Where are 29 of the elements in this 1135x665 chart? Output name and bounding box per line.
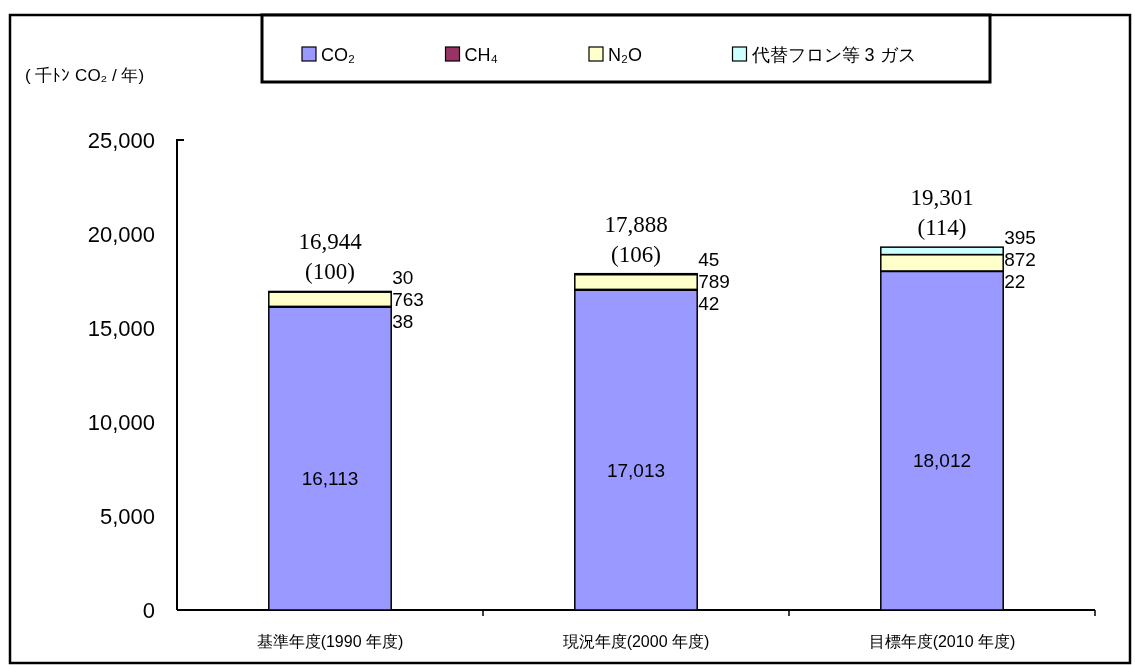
- y-tick-label: 0: [142, 597, 155, 623]
- data-label: 38: [392, 310, 414, 332]
- data-label: 395: [1004, 226, 1036, 248]
- y-tick-label: 25,000: [87, 127, 155, 153]
- total-label: 17,888 (106): [604, 211, 668, 267]
- legend-label: 代替フロン等 3 ガス: [750, 45, 916, 65]
- total-label: 19,301 (114): [910, 185, 974, 241]
- data-label: 30: [392, 266, 414, 288]
- data-label: 17,013: [606, 459, 666, 481]
- data-label: 18,012: [912, 450, 972, 472]
- data-label: 16,113: [301, 468, 359, 490]
- legend-label: N₂O: [608, 45, 642, 65]
- data-label: 789: [698, 271, 730, 293]
- legend-label: CO₂: [321, 45, 355, 65]
- y-tick-label: 10,000: [87, 409, 155, 435]
- y-tick-label: 15,000: [87, 315, 155, 341]
- data-label: 22: [1004, 270, 1026, 292]
- data-label: 45: [698, 249, 720, 271]
- x-tick-label: 目標年度(2010 年度): [868, 632, 1016, 650]
- data-label: 872: [1004, 248, 1036, 270]
- y-tick-label: 5,000: [99, 503, 155, 529]
- total-label: 16,944 (100): [298, 229, 363, 285]
- data-label: 763: [392, 288, 424, 310]
- x-tick-label: 現況年度(2000 年度): [562, 632, 710, 650]
- legend-label: CH₄: [464, 45, 498, 65]
- y-tick-label: 20,000: [87, 221, 155, 247]
- x-tick-label: 基準年度(1990 年度): [256, 632, 404, 650]
- y-axis-title: ( 千ﾄﾝ CO₂ / 年): [25, 66, 145, 85]
- data-label: 42: [698, 293, 720, 315]
